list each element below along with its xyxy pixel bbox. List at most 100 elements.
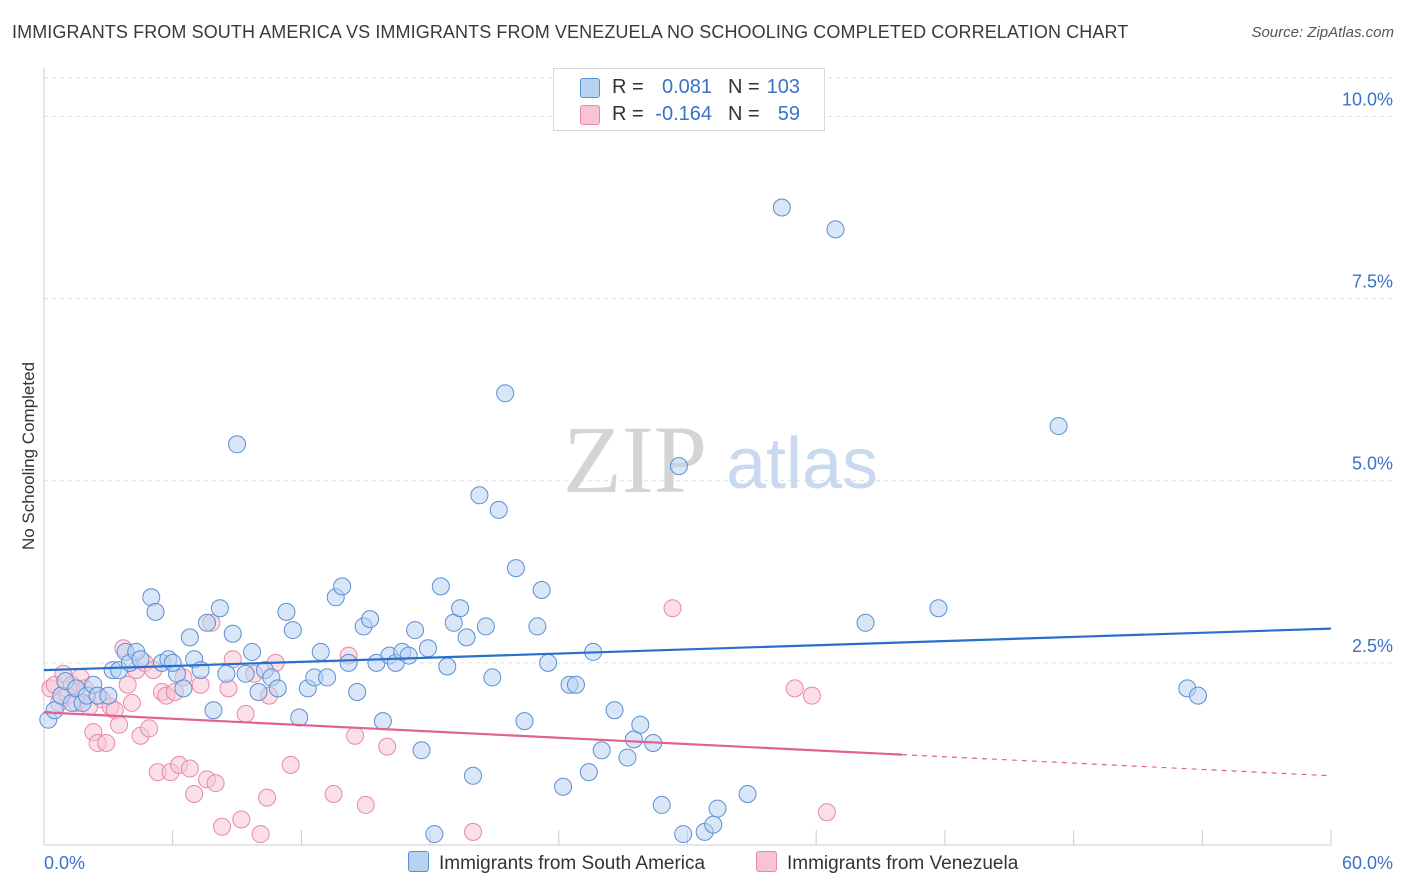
south-america-point	[236, 664, 255, 683]
south-america-point	[418, 639, 437, 658]
venezuela-point	[122, 693, 141, 712]
y-tick-label: 2.5%	[1352, 636, 1393, 656]
watermark-atlas: atlas	[726, 424, 878, 504]
y-axis-label: No Schooling Completed	[19, 362, 38, 550]
legend-n-value: 103	[766, 76, 800, 98]
south-america-point	[652, 795, 671, 814]
venezuela-point	[663, 599, 682, 618]
south-america-point	[348, 683, 367, 701]
y-tick-label: 7.5%	[1352, 272, 1393, 292]
south-america-point	[708, 799, 727, 818]
south-america-point	[399, 646, 418, 665]
venezuela-trend-line-extension	[901, 754, 1332, 777]
south-america-point	[566, 675, 585, 694]
bottom-legend-venezuela: Immigrants from Venezuela	[756, 851, 1018, 875]
y-tick-label: 5.0%	[1352, 454, 1393, 474]
south-america-point	[174, 679, 193, 698]
venezuela-point	[464, 822, 482, 841]
south-america-point	[268, 679, 287, 698]
bottom-legend-label: Immigrants from South America	[439, 853, 706, 874]
venezuela-point	[213, 817, 232, 836]
south-america-point	[674, 825, 693, 844]
south-america-point	[311, 642, 330, 661]
legend-r-value: 0.081	[661, 76, 712, 98]
south-america-point	[496, 384, 515, 403]
south-america-point	[339, 653, 358, 672]
bottom-legend-swatch-pink	[756, 851, 777, 872]
venezuela-point	[251, 825, 270, 844]
source-credit: Source: ZipAtlas.com	[1251, 24, 1394, 41]
south-america-point	[738, 785, 757, 803]
south-america-point	[277, 602, 296, 621]
legend-r-label: R =	[612, 76, 644, 98]
south-america-point	[704, 815, 723, 834]
south-america-point	[1049, 417, 1068, 436]
south-america-point	[204, 701, 223, 720]
points-layer	[39, 198, 1208, 844]
south-america-point	[618, 748, 637, 767]
legend-row-south-america: R = 0.081 N = 103	[554, 74, 824, 100]
x-tick-label: 60.0%	[1342, 853, 1393, 873]
venezuela-point	[118, 675, 137, 694]
venezuela-point	[206, 774, 225, 793]
venezuela-point	[281, 755, 300, 774]
venezuela-point	[180, 759, 199, 778]
south-america-point	[532, 581, 551, 599]
y-tick-label: 10.0%	[1342, 89, 1393, 109]
x-tick-label: 0.0%	[44, 853, 85, 873]
watermark-zip: ZIP	[563, 406, 707, 513]
south-america-point	[333, 577, 352, 596]
trend-layer	[43, 627, 1332, 777]
south-america-point	[483, 668, 502, 687]
legend-n-value: 59	[777, 103, 800, 125]
legend-r-value: -0.164	[655, 103, 712, 125]
venezuela-point	[97, 734, 116, 752]
south-america-point	[579, 763, 598, 782]
south-america-point	[669, 457, 688, 476]
legend-swatch-blue	[580, 78, 600, 98]
south-america-point	[772, 198, 791, 217]
bottom-legend-swatch-blue	[408, 851, 429, 872]
south-america-point	[131, 650, 150, 669]
venezuela-point	[378, 737, 397, 756]
south-america-point	[554, 777, 573, 796]
south-america-point	[373, 712, 392, 731]
venezuela-point	[110, 715, 129, 734]
south-america-trend-line	[43, 627, 1332, 672]
south-america-point	[283, 621, 302, 640]
grid-layer	[44, 77, 1392, 664]
south-america-point	[361, 610, 380, 629]
venezuela-point	[324, 785, 343, 803]
venezuela-point	[817, 803, 836, 822]
south-america-point	[431, 577, 450, 596]
south-america-point	[228, 435, 247, 454]
venezuela-point	[346, 726, 365, 745]
legend-swatch-pink	[580, 105, 600, 125]
south-america-point	[592, 741, 611, 760]
south-america-point	[605, 701, 624, 720]
south-america-point	[243, 642, 262, 661]
venezuela-point	[140, 719, 159, 738]
venezuela-point	[802, 686, 821, 705]
south-america-point	[451, 599, 470, 618]
axis-layer: 2.5% 5.0% 7.5% 10.0% 0.0% 60.0%	[43, 68, 1393, 873]
south-america-point	[249, 683, 268, 701]
south-america-point	[217, 664, 236, 683]
south-america-point	[826, 220, 845, 239]
venezuela-point	[232, 810, 251, 829]
south-america-point	[412, 741, 431, 760]
south-america-point	[223, 624, 242, 643]
south-america-point	[539, 653, 558, 672]
south-america-point	[425, 825, 444, 844]
venezuela-point	[236, 704, 255, 723]
south-america-point	[318, 668, 337, 687]
south-america-point	[198, 613, 217, 632]
south-america-point	[457, 628, 476, 647]
south-america-point	[476, 617, 495, 636]
correlation-legend: R = 0.081 N = 103 R = -0.164 N = 59	[553, 68, 825, 131]
south-america-point	[406, 621, 425, 640]
south-america-point	[163, 653, 182, 672]
legend-r-label: R =	[612, 103, 644, 125]
bottom-legend-south-america: Immigrants from South America	[408, 851, 705, 875]
